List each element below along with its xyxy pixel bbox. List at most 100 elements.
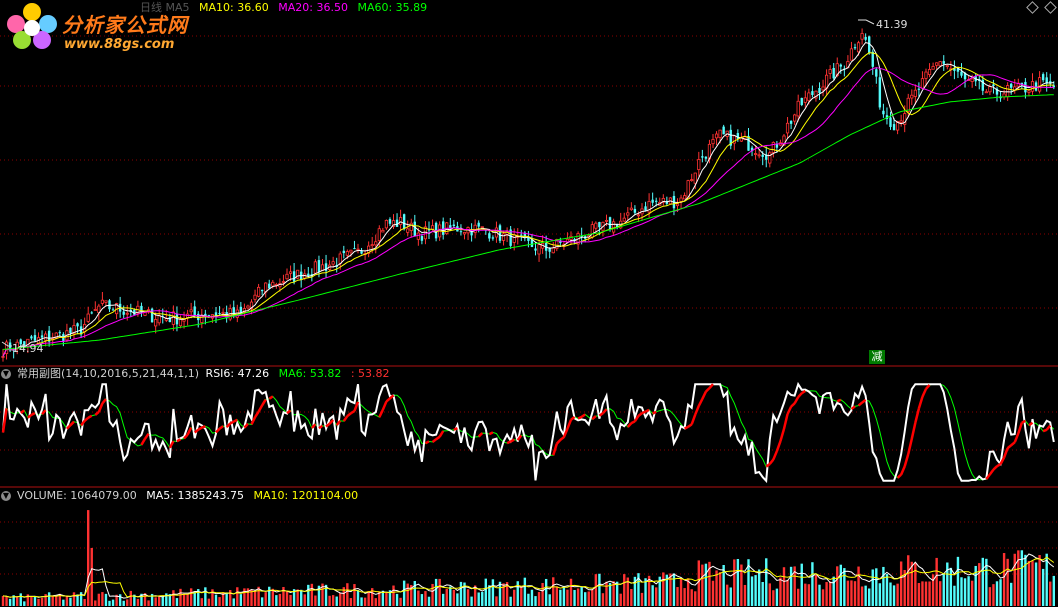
rsi-rise-segment [431,438,437,443]
rsi-rise-segment [378,409,384,418]
candle [626,207,630,222]
candle [253,289,257,303]
candle [832,62,835,80]
volume-bar [356,590,360,606]
rsi-rise-segment [318,424,324,430]
candle [1041,72,1045,83]
volume-bar [424,591,427,606]
rsi-rise-segment [917,396,924,409]
volume-bar [296,589,299,606]
ma10-legend: MA10: 36.60 [199,1,269,14]
candle-body [324,263,328,271]
volume-bar [360,597,363,606]
candle [256,283,261,298]
candle [927,63,932,78]
candle-body [527,237,530,241]
rsi-rise-segment [233,418,238,423]
candle-body [353,248,356,250]
rsi-legend: ▼ 常用副图(14,10,2016,5,21,44,1,1) RSI6: 47.2… [1,367,396,381]
chevron-down-icon-volume[interactable]: ▼ [1,491,11,501]
candle-body [644,206,647,211]
rsi-rise-segment [552,443,558,456]
candle-body [942,61,945,64]
candle-body [452,224,456,226]
volume-bar [793,566,796,606]
candle [828,65,832,79]
volume-bar [995,581,999,606]
candle [548,247,551,259]
volume-bar [662,572,665,606]
volume-bar [289,594,292,606]
volume-bar [782,567,786,606]
rsi-rise-segment [257,404,264,413]
candle [882,103,885,118]
candle [789,120,793,130]
volume-bar [349,598,353,606]
volume-bar [463,582,466,606]
volume-bars[interactable] [1,510,1055,606]
candle [498,223,502,244]
candle-body [1,355,5,358]
volume-bar [399,597,402,606]
candle [917,82,921,97]
rsi-rise-segment [41,409,47,416]
volume-bar [175,598,179,606]
candle-body [608,217,612,230]
rsi6-legend: RSI6: 47.26 [205,367,270,380]
price-candles[interactable] [1,28,1055,362]
candle-body [462,231,467,235]
volume-bar [605,581,608,606]
volume-bar [456,593,459,606]
volume-bar [974,565,977,606]
volume-bar [118,594,122,606]
candle-body [814,90,818,99]
candle [111,307,115,311]
volume-bar [186,593,189,606]
candle-body [420,236,424,241]
volume-bar [740,564,743,606]
volume-bar [708,561,711,606]
candle-body [1052,85,1055,88]
candle [320,258,325,272]
volume-bar [960,577,963,606]
candle [381,227,385,233]
ma20-legend: MA20: 36.50 [278,1,348,14]
rsi-rise-segment [385,397,391,403]
rsi-rise-segment [94,410,100,416]
volume-bar [207,598,211,606]
candle-body [871,51,874,67]
candle-body [839,64,842,67]
volume-bar [498,581,502,606]
volume-bar [992,584,995,606]
volume-bar [839,564,842,606]
chevron-down-icon[interactable]: ▼ [1,369,11,379]
volume-bar [566,589,569,606]
candle [1034,80,1038,92]
rsi-rise-segment [66,424,72,430]
candle [1002,89,1006,100]
volume-bar [495,596,498,606]
candle [569,231,573,246]
candle-body [23,341,26,347]
volume-bar [300,589,303,606]
volume-bar [271,588,274,606]
candle [72,318,76,340]
candle [416,227,420,246]
candle-body [40,335,44,338]
rsi-rise-segment [626,422,633,428]
rsi-ma6-legend: MA6: 53.82 [278,367,342,380]
rsi-rise-segment [488,431,494,436]
rsi6-line [2,381,1055,484]
volume-bar [16,597,19,606]
candle-body [768,152,772,164]
candle-body [612,221,616,233]
candle [69,327,72,339]
candle [1030,73,1035,95]
volume-bar [303,594,306,606]
ma10-line [2,52,1054,357]
volume-bar [122,600,125,606]
candle [268,279,271,290]
volume-bar [143,593,147,606]
volume-bar [949,567,953,606]
